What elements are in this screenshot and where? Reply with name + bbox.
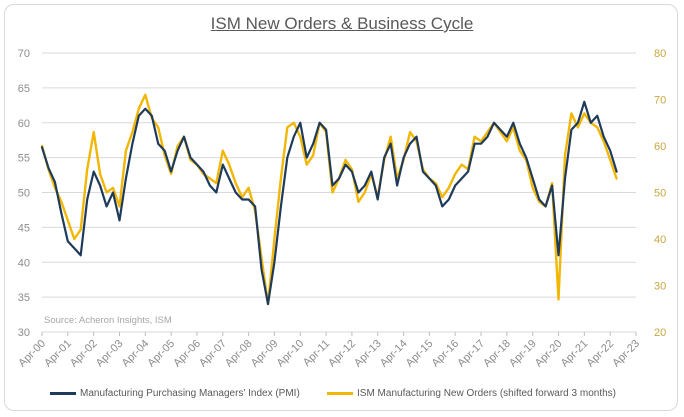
source-note: Source: Acheron Insights, ISM: [44, 315, 172, 326]
y-right-tick-label: 40: [654, 234, 666, 246]
x-tick-label: Apr-19: [507, 338, 539, 370]
series-lines: [40, 93, 618, 306]
x-tick-label: Apr-21: [559, 338, 591, 370]
y-left-tick-label: 70: [18, 48, 30, 60]
x-tick-label: Apr-22: [584, 338, 616, 370]
legend-item-pmi: Manufacturing Purchasing Managers' Index…: [50, 388, 300, 399]
x-tick-label: Apr-18: [481, 338, 513, 370]
y-left-tick-label: 45: [18, 222, 30, 234]
series-line-new-orders: [40, 93, 618, 306]
x-tick-label: Apr-20: [533, 338, 565, 370]
y-left-tick-label: 65: [18, 83, 30, 95]
x-tick-label: Apr-10: [275, 338, 307, 370]
y-right-tick-label: 60: [654, 141, 666, 153]
x-tick-label: Apr-11: [301, 338, 332, 369]
x-tick-label: Apr-15: [404, 338, 436, 370]
y-right-tick-label: 50: [654, 188, 666, 200]
y-left-tick-label: 35: [18, 292, 30, 304]
x-axis: Apr-00Apr-01Apr-02Apr-03Apr-04Apr-05Apr-…: [16, 332, 642, 369]
series-line-pmi: [40, 100, 618, 306]
x-tick-label: Apr-01: [42, 338, 74, 370]
x-tick-label: Apr-23: [610, 338, 642, 370]
gridlines: [42, 52, 636, 333]
y-right-tick-label: 20: [654, 327, 666, 339]
x-tick-label: Apr-09: [249, 338, 281, 370]
y-right-tick-label: 30: [654, 281, 666, 293]
chart-title: ISM New Orders & Business Cycle: [210, 14, 474, 33]
y-left-tick-label: 55: [18, 153, 30, 165]
x-tick-label: Apr-03: [94, 338, 126, 370]
x-tick-label: Apr-06: [171, 338, 203, 370]
legend-label-pmi: Manufacturing Purchasing Managers' Index…: [80, 388, 300, 399]
y-left-tick-label: 30: [18, 327, 30, 339]
x-tick-label: Apr-12: [326, 338, 358, 370]
legend-swatch-new-orders: [327, 392, 353, 395]
x-tick-label: Apr-14: [378, 338, 410, 370]
x-tick-label: Apr-05: [145, 338, 177, 370]
x-tick-label: Apr-17: [455, 338, 487, 370]
x-tick-label: Apr-02: [68, 338, 100, 370]
x-tick-label: Apr-04: [120, 338, 152, 370]
y-axis-left: 30 35 40 45 50 55 60 65 70: [18, 48, 30, 339]
legend-swatch-pmi: [50, 392, 76, 395]
legend-item-new-orders: ISM Manufacturing New Orders (shifted fo…: [327, 388, 616, 399]
x-tick-label: Apr-07: [197, 338, 229, 370]
y-axis-right: 20 30 40 50 60 70 80: [654, 48, 666, 339]
x-tick-label: Apr-16: [429, 338, 461, 370]
y-left-tick-label: 50: [18, 188, 30, 200]
x-tick-label: Apr-13: [352, 338, 384, 370]
y-right-tick-label: 80: [654, 48, 666, 60]
x-tick-label: Apr-08: [223, 338, 255, 370]
y-right-tick-label: 70: [654, 95, 666, 107]
y-left-tick-label: 40: [18, 257, 30, 269]
legend-label-new-orders: ISM Manufacturing New Orders (shifted fo…: [357, 388, 616, 399]
y-left-tick-label: 60: [18, 118, 30, 130]
x-tick-label: Apr-00: [16, 338, 48, 370]
